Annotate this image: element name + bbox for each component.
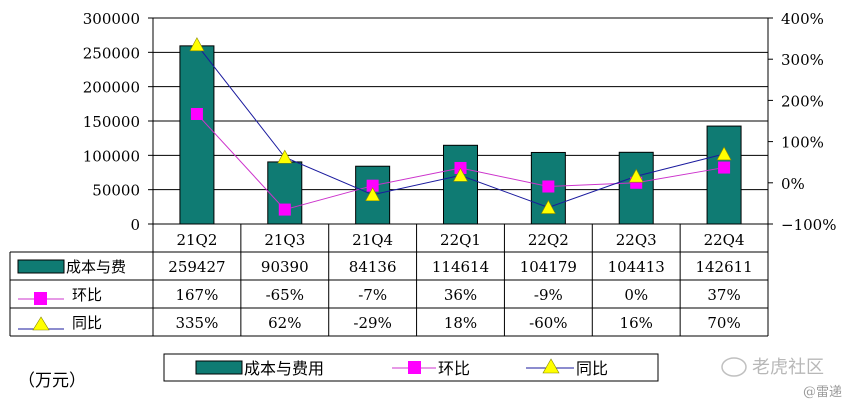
category-label: 22Q1 (440, 231, 481, 249)
y-right-tick-label: 300% (781, 51, 824, 69)
table-cell: 90390 (261, 258, 309, 276)
y-right-tick-label: 0% (781, 175, 805, 193)
row-key-triangle (32, 316, 50, 331)
category-label: 22Q2 (528, 231, 569, 249)
table-cell: 167% (175, 286, 218, 304)
table-cell: -7% (358, 286, 387, 304)
category-label: 21Q2 (176, 231, 217, 249)
table-cell: 142611 (695, 258, 752, 276)
legend-label: 成本与费用 (244, 359, 324, 378)
category-label: 22Q4 (704, 231, 745, 249)
table-cell: -65% (266, 286, 304, 304)
legend-label: 环比 (438, 359, 470, 378)
table-cell: 259427 (168, 258, 225, 276)
bar (179, 45, 215, 225)
marker-square (366, 179, 379, 192)
y-left-tick-label: 100000 (83, 147, 140, 165)
table-cell: 104413 (608, 258, 665, 276)
y-left-tick-label: 0 (130, 216, 140, 234)
table-row-label: 成本与费 (66, 258, 126, 276)
marker-square (542, 180, 555, 193)
table-cell: 18% (444, 314, 477, 332)
row-key-square (34, 292, 47, 305)
marker-triangle (452, 167, 469, 182)
markers (189, 37, 732, 216)
y-left-ticks: 0 50000 100000 150000 200000 250000 300000 (83, 10, 153, 234)
table-cell: -29% (353, 314, 391, 332)
marker-triangle (540, 199, 556, 214)
table-cell: 36% (444, 286, 477, 304)
y-left-tick-label: 300000 (83, 10, 140, 28)
gridlines (153, 17, 768, 191)
legend-key-square (408, 361, 421, 374)
watermark-brand: 老虎社区 (752, 357, 824, 378)
tiger-logo-icon (721, 357, 747, 377)
y-left-tick-label: 250000 (83, 44, 140, 62)
y-left-tick-label: 50000 (92, 182, 140, 200)
table-row-label: 同比 (72, 314, 102, 332)
bar-series (179, 45, 742, 225)
y-right-ticks: −100% 0% 100% 200% 300% 400% (768, 10, 836, 234)
table-cell: 0% (624, 286, 648, 304)
marker-square (190, 107, 203, 120)
legend: 成本与费用 环比 同比 (163, 353, 659, 382)
table-cell: 62% (268, 314, 301, 332)
table-cell: 114614 (432, 258, 489, 276)
table-cell: 335% (175, 314, 218, 332)
y-right-tick-label: 400% (781, 10, 824, 28)
table-cell: 84136 (349, 258, 397, 276)
marker-square (278, 203, 291, 216)
table-cell: -60% (529, 314, 567, 332)
legend-key-triangle (542, 358, 560, 374)
marker-triangle (277, 149, 293, 164)
y-left-tick-label: 150000 (83, 113, 140, 131)
y-right-tick-label: −100% (781, 216, 836, 234)
legend-label: 同比 (576, 359, 608, 378)
marker-triangle (716, 146, 732, 161)
bar (443, 144, 478, 225)
unit-label: （万元） (18, 371, 86, 391)
legend-key-bar (195, 360, 243, 375)
y-left-tick-label: 200000 (83, 79, 140, 97)
category-label: 21Q4 (352, 231, 393, 249)
category-label: 21Q3 (264, 231, 305, 249)
table-cell: -9% (534, 286, 563, 304)
watermark-author: @雷递 (803, 385, 842, 400)
table-cell: 104179 (520, 258, 577, 276)
bar (706, 125, 742, 225)
y-right-tick-label: 200% (781, 92, 824, 110)
table-cell: 37% (707, 286, 740, 304)
watermark: 老虎社区 @雷递 (721, 357, 842, 400)
table-row-label: 环比 (72, 286, 102, 304)
row-key-bar (17, 259, 65, 274)
category-label: 22Q3 (616, 231, 657, 249)
marker-triangle (189, 37, 205, 52)
y-right-tick-label: 100% (781, 134, 824, 152)
marker-triangle (365, 187, 381, 202)
marker-square (718, 161, 731, 174)
table-cell: 16% (620, 314, 653, 332)
marker-triangle (628, 168, 644, 183)
table-cell: 70% (707, 314, 740, 332)
